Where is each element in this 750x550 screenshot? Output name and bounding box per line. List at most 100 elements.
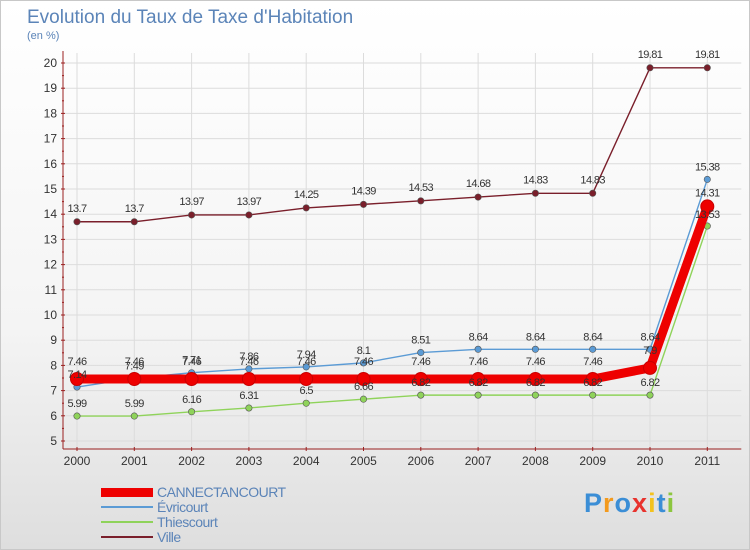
data-label-ville: 14.25 <box>294 189 319 201</box>
legend-label-cannectancourt: CANNECTANCOURT <box>157 484 286 500</box>
data-point-vricourt <box>589 345 597 353</box>
y-tick-label: 7 <box>50 384 57 398</box>
y-tick-label: 16 <box>44 157 58 171</box>
data-label-vricourt: 7.86 <box>239 351 258 363</box>
axes: 5 6 7 8 9 10 11 12 13 14 15 16 17 18 19 20 2000 2001 2002 2… <box>44 51 742 468</box>
y-tick-label: 17 <box>44 132 58 146</box>
data-label-ville: 13.7 <box>67 203 86 215</box>
data-point-cannectancourt <box>585 372 600 387</box>
data-label-vricourt: 8.1 <box>357 345 371 357</box>
data-point-vricourt <box>531 345 539 353</box>
data-point-vricourt <box>417 349 425 357</box>
legend-label-evricourt: Évricourt <box>157 499 208 515</box>
data-point-ville <box>130 218 138 226</box>
x-tick-label: 2008 <box>522 454 549 468</box>
data-point-thiescourt <box>646 391 654 399</box>
legend-swatch-ville <box>101 536 153 538</box>
data-point-cannectancourt <box>184 372 199 387</box>
data-point-thiescourt <box>302 399 310 407</box>
data-label-cannectancourt: 7.46 <box>125 356 144 368</box>
data-label-cannectancourt: 7.46 <box>297 356 316 368</box>
data-label-thiescourt: 6.66 <box>354 381 373 393</box>
legend: CANNECTANCOURT Évricourt Thiescourt Vill… <box>101 485 361 545</box>
y-tick-label: 11 <box>45 283 58 297</box>
data-point-cannectancourt <box>356 372 371 387</box>
data-label-vricourt: 7.14 <box>67 369 86 381</box>
legend-item-evricourt[interactable]: Évricourt <box>101 500 361 515</box>
legend-label-ville: Ville <box>157 529 181 545</box>
data-label-cannectancourt: 7.46 <box>469 356 488 368</box>
data-label-cannectancourt: 14.31 <box>695 187 720 199</box>
data-point-thiescourt <box>589 391 597 399</box>
data-point-ville <box>417 197 425 205</box>
data-label-vricourt: 8.64 <box>526 331 545 343</box>
data-label-thiescourt: 6.82 <box>583 377 602 389</box>
data-label-thiescourt: 6.82 <box>469 377 488 389</box>
y-tick-label: 8 <box>50 358 57 372</box>
data-label-thiescourt: 6.82 <box>411 377 430 389</box>
y-tick-label: 13 <box>44 232 58 246</box>
data-point-cannectancourt <box>643 360 657 375</box>
data-label-vricourt: 8.64 <box>469 331 488 343</box>
x-tick-label: 2003 <box>236 454 263 468</box>
data-label-cannectancourt: 7.9 <box>643 345 657 357</box>
data-point-thiescourt <box>73 412 81 420</box>
legend-item-ville[interactable]: Ville <box>101 530 361 545</box>
data-label-ville: 14.68 <box>466 178 491 190</box>
chart-title: Evolution du Taux de Taxe d'Habitation <box>27 7 354 28</box>
data-point-vricourt <box>359 359 367 367</box>
data-point-ville <box>703 64 711 72</box>
data-point-ville <box>531 189 539 197</box>
data-label-vricourt: 15.38 <box>695 161 720 173</box>
data-label-thiescourt: 6.82 <box>526 377 545 389</box>
data-label-thiescourt: 13.53 <box>695 209 720 221</box>
data-point-thiescourt <box>531 391 539 399</box>
data-label-ville: 19.81 <box>695 49 720 61</box>
data-label-cannectancourt: 7.46 <box>182 356 201 368</box>
data-point-ville <box>474 193 482 201</box>
x-tick-label: 2010 <box>637 454 664 468</box>
legend-swatch-evricourt <box>101 506 153 508</box>
data-label-cannectancourt: 7.46 <box>411 356 430 368</box>
data-label-ville: 13.97 <box>179 196 204 208</box>
x-tick-label: 2011 <box>694 454 720 468</box>
data-point-cannectancourt <box>241 372 256 387</box>
data-point-cannectancourt <box>70 372 84 387</box>
data-point-ville <box>188 211 196 219</box>
data-point-cannectancourt <box>700 199 715 214</box>
y-tick-label: 18 <box>44 106 58 120</box>
legend-swatch-thiescourt <box>101 521 153 523</box>
data-label-thiescourt: 6.16 <box>182 394 201 406</box>
y-tick-label: 12 <box>44 258 58 272</box>
data-point-vricourt <box>474 345 482 353</box>
grid-lines <box>63 53 742 449</box>
data-point-ville <box>73 218 81 226</box>
data-label-vricourt: 7.94 <box>297 349 316 361</box>
data-label-ville: 14.39 <box>351 185 376 197</box>
data-point-cannectancourt <box>471 372 486 387</box>
series-line-ville <box>76 67 708 223</box>
data-point-thiescourt <box>474 391 482 399</box>
x-tick-label: 2000 <box>64 454 91 468</box>
series-line-vricourt <box>76 178 708 388</box>
data-label-thiescourt: 6.5 <box>299 385 313 397</box>
data-point-cannectancourt <box>413 372 428 387</box>
legend-item-cannectancourt[interactable]: CANNECTANCOURT <box>101 485 361 500</box>
data-point-ville <box>589 189 597 197</box>
x-tick-label: 2004 <box>293 454 320 468</box>
data-label-vricourt: 8.64 <box>583 331 602 343</box>
data-label-ville: 13.7 <box>125 203 144 215</box>
legend-item-thiescourt[interactable]: Thiescourt <box>101 515 361 530</box>
data-label-cannectancourt: 7.46 <box>526 356 545 368</box>
data-point-thiescourt <box>417 391 425 399</box>
logo-letter: t <box>656 488 667 518</box>
y-tick-label: 20 <box>44 56 58 70</box>
x-tick-label: 2007 <box>465 454 492 468</box>
proxiti-logo: Proxiti <box>584 488 675 519</box>
data-point-ville <box>302 204 310 212</box>
data-point-cannectancourt <box>299 372 314 387</box>
y-tick-label: 15 <box>44 182 58 196</box>
data-point-thiescourt <box>359 395 367 403</box>
y-tick-label: 5 <box>50 434 57 448</box>
